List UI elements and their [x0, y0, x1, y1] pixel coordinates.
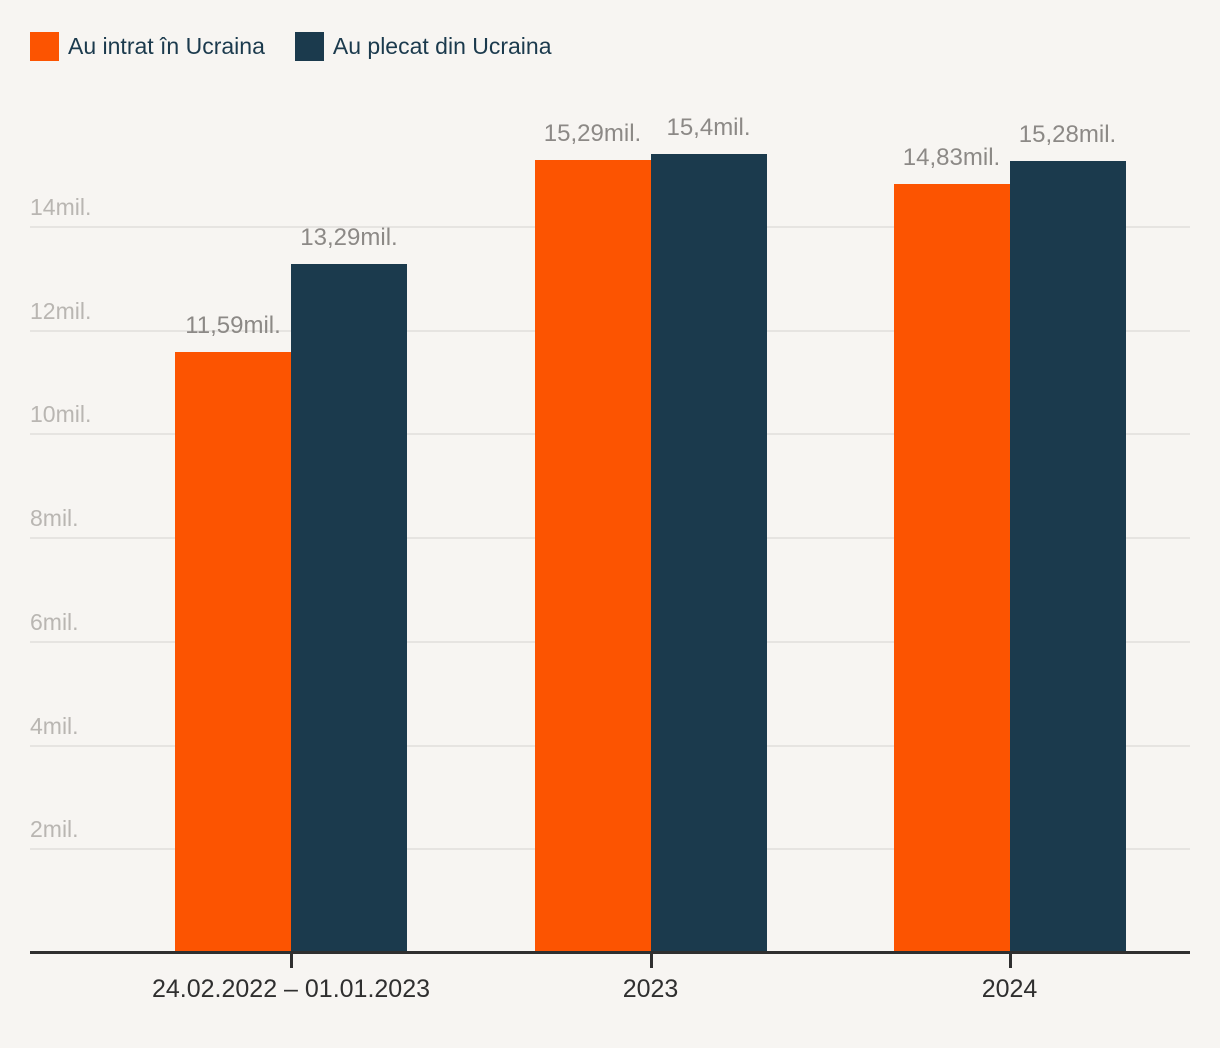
x-axis-tick: [649, 954, 653, 968]
legend-label: Au plecat din Ucraina: [332, 33, 552, 59]
y-tick-label: 4mil.: [30, 712, 79, 739]
legend-item-plecat: Au plecat din Ucraina: [294, 32, 552, 61]
bar-value-label: 15,4mil.: [666, 114, 751, 142]
x-axis-line: [30, 951, 1190, 954]
bar: [534, 160, 651, 953]
y-tick-label: 14mil.: [30, 194, 92, 220]
y-tick-label: 6mil.: [30, 608, 79, 635]
x-tick-label: 2024: [981, 975, 1038, 1003]
bar: [175, 351, 291, 953]
x-tick-label: 24.02.2022 – 01.01.2023: [151, 975, 431, 1003]
x-axis-tick: [1008, 954, 1012, 968]
bar-value-label: 13,29mil.: [300, 223, 398, 251]
bar-value-label: 15,28mil.: [1018, 120, 1117, 148]
legend: Au intrat în Ucraina Au plecat din Ucrai…: [30, 32, 552, 61]
legend-item-intrat: Au intrat în Ucraina: [30, 32, 265, 61]
y-tick-label: 10mil.: [30, 401, 92, 428]
bar: [650, 154, 767, 953]
bar-value-label: 14,83mil.: [902, 143, 1001, 171]
legend-label: Au intrat în Ucraina: [68, 33, 265, 59]
x-tick-label: 2023: [622, 975, 679, 1003]
y-tick-label: 8mil.: [30, 505, 79, 532]
legend-swatch-navy: [294, 32, 324, 61]
bar-value-label: 15,29mil.: [543, 120, 642, 148]
y-tick-label: 2mil.: [30, 816, 79, 843]
bar: [291, 263, 407, 953]
y-tick-label: 12mil.: [30, 297, 92, 324]
bar: [1009, 160, 1126, 953]
x-axis-tick: [290, 954, 293, 968]
bar: [893, 183, 1010, 953]
legend-swatch-orange: [30, 32, 59, 61]
bar-value-label: 11,59mil.: [185, 311, 281, 339]
